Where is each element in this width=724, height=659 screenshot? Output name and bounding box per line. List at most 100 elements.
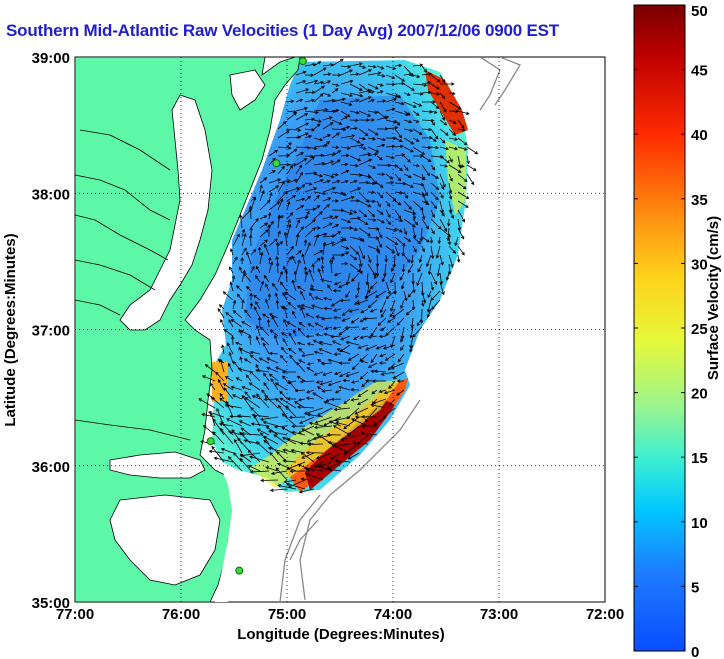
- velocity-arrow: [359, 335, 369, 340]
- velocity-arrow: [338, 326, 351, 336]
- velocity-arrow: [385, 290, 396, 300]
- velocity-arrow: [232, 233, 240, 247]
- velocity-arrow: [403, 83, 415, 91]
- velocity-arrow: [384, 353, 396, 361]
- velocity-arrow: [244, 397, 261, 409]
- velocity-arrow: [313, 371, 324, 376]
- velocity-arrow: [304, 466, 324, 472]
- velocity-arrow: [304, 117, 315, 122]
- y-tick-labels: 39:00 38:00 37:00 36:00 35:00: [32, 50, 70, 612]
- velocity-arrow: [448, 209, 455, 219]
- velocity-arrow: [277, 198, 284, 211]
- velocity-arrow: [277, 121, 287, 130]
- velocity-arrow: [331, 159, 341, 166]
- velocity-arrow: [277, 484, 297, 490]
- velocity-arrow: [448, 155, 453, 163]
- velocity-arrow: [201, 413, 216, 418]
- velocity-arrow: [421, 81, 432, 85]
- velocity-arrow: [294, 388, 306, 393]
- velocity-arrow: [340, 116, 349, 121]
- velocity-arrow: [280, 354, 288, 364]
- velocity-arrow: [376, 90, 384, 94]
- velocity-arrow: [286, 200, 291, 211]
- velocity-arrow: [412, 137, 420, 142]
- velocity-arrow: [322, 197, 332, 202]
- velocity-arrow: [332, 326, 342, 330]
- velocity-arrow: [321, 389, 333, 393]
- velocity-arrow: [439, 119, 448, 126]
- velocity-arrow: [439, 182, 445, 190]
- velocity-arrow: [322, 116, 333, 121]
- velocity-arrow: [430, 101, 440, 109]
- x-tick-label: 76:00: [162, 606, 200, 623]
- velocity-arrow: [394, 144, 404, 149]
- velocity-arrow: [457, 227, 465, 240]
- velocity-arrow: [448, 254, 454, 268]
- velocity-arrow: [367, 99, 375, 103]
- velocity-arrow: [227, 456, 243, 472]
- velocity-arrow: [277, 146, 292, 150]
- velocity-arrow: [311, 263, 315, 274]
- velocity-arrow: [330, 299, 342, 307]
- velocity-arrow: [255, 336, 261, 346]
- velocity-arrow: [304, 270, 309, 283]
- velocity-arrow: [385, 173, 394, 180]
- velocity-arrow: [417, 263, 423, 273]
- velocity-arrow: [454, 236, 459, 247]
- velocity-arrow: [367, 110, 379, 114]
- velocity-arrow: [390, 299, 396, 312]
- velocity-arrow: [378, 389, 387, 394]
- velocity-arrow: [319, 380, 333, 386]
- station-marker-virginia-beach-station: [206, 437, 215, 446]
- velocity-arrow: [313, 93, 324, 103]
- velocity-arrow: [286, 178, 298, 184]
- velocity-arrow: [421, 164, 430, 177]
- velocity-arrow: [228, 430, 243, 436]
- velocity-arrow: [225, 312, 234, 319]
- velocity-arrow: [235, 341, 243, 346]
- velocity-arrow: [385, 155, 395, 160]
- velocity-arrow: [230, 385, 243, 391]
- velocity-arrow: [403, 110, 411, 116]
- velocity-arrow: [356, 281, 361, 292]
- velocity-arrow: [265, 283, 270, 292]
- velocity-arrow: [386, 317, 396, 323]
- velocity-arrow: [301, 253, 306, 265]
- velocity-arrow: [310, 304, 324, 310]
- velocity-arrow: [399, 272, 405, 281]
- velocity-arrow: [349, 83, 363, 91]
- velocity-arrow: [385, 65, 397, 70]
- velocity-arrow: [276, 451, 288, 463]
- velocity-arrow: [457, 137, 468, 146]
- velocity-arrow: [295, 171, 303, 184]
- velocity-arrow: [410, 254, 414, 264]
- velocity-arrow: [296, 361, 306, 373]
- velocity-arrow: [259, 229, 269, 238]
- velocity-arrow: [426, 308, 432, 319]
- velocity-arrow: [421, 290, 427, 304]
- velocity-arrow: [373, 416, 387, 426]
- velocity-arrow: [341, 317, 351, 322]
- velocity-arrow: [448, 182, 453, 194]
- velocity-arrow: [367, 299, 378, 309]
- velocity-arrow: [224, 376, 234, 382]
- velocity-arrow: [278, 404, 288, 418]
- velocity-arrow: [313, 61, 322, 67]
- velocity-arrow: [304, 154, 314, 159]
- velocity-arrow: [343, 416, 360, 430]
- velocity-arrow: [421, 72, 433, 76]
- x-tick-labels: 77:00 76:00 75:00 74:00 73:00 72:00: [56, 606, 624, 623]
- outer-banks: [215, 470, 245, 602]
- velocity-arrow: [457, 119, 465, 129]
- velocity-arrow: [403, 218, 416, 228]
- velocity-arrow: [267, 212, 272, 220]
- velocity-arrow: [385, 209, 391, 219]
- velocity-arrow: [258, 357, 270, 364]
- velocity-arrow: [430, 227, 435, 235]
- velocity-arrow: [277, 214, 281, 229]
- velocity-arrow: [264, 394, 279, 409]
- velocity-arrow: [457, 209, 465, 223]
- velocity-arrow: [313, 137, 324, 142]
- velocity-arrow: [421, 135, 433, 140]
- velocity-arrow: [220, 427, 234, 445]
